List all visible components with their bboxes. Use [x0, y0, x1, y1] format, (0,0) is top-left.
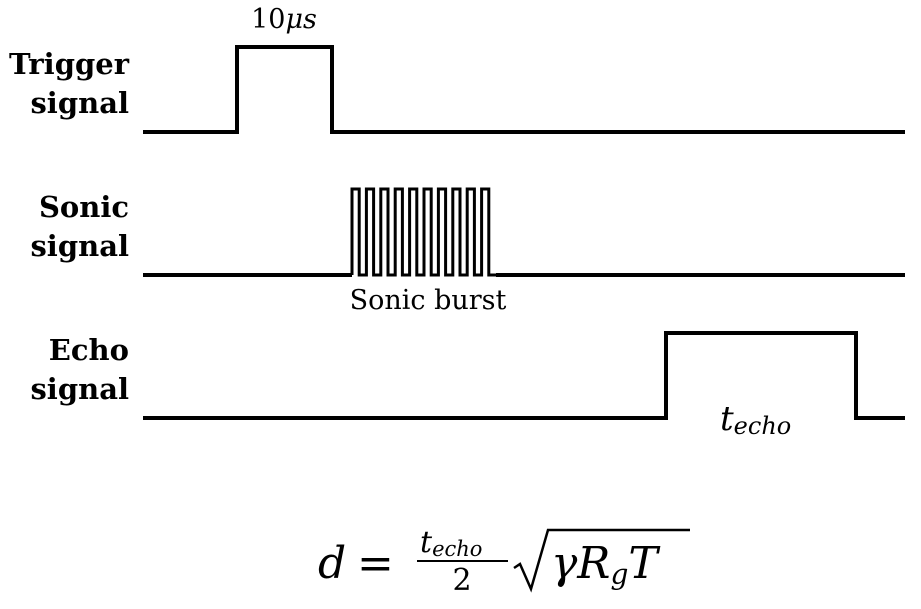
sonic-burst-label: Sonic burst [350, 285, 507, 316]
echo-duration-label: techo [720, 399, 791, 440]
echo-signal-row: Echo signal techo [30, 331, 905, 440]
sonic-label-line2: signal [30, 229, 129, 263]
formula-radicand: γRgT [551, 538, 661, 591]
trigger-waveform [143, 45, 905, 134]
trigger-label-line2: signal [30, 86, 129, 120]
formula-sqrt-sign [513, 528, 690, 593]
trigger-signal-row: Trigger signal 10μs [9, 4, 905, 134]
echo-label-line1: Echo [49, 333, 129, 367]
trigger-label-line1: Trigger [9, 47, 130, 81]
sonic-signal-row: Sonic signal Sonic burst [30, 187, 905, 316]
trigger-pulse-width-label: 10μs [251, 4, 317, 35]
sonic-burst-waveform [350, 187, 496, 277]
distance-formula: d = techo 2 γRgT [318, 525, 690, 598]
formula-lhs: d [318, 538, 346, 589]
echo-label-line2: signal [30, 372, 129, 406]
formula-denominator: 2 [452, 563, 471, 598]
sonic-label-line1: Sonic [39, 190, 129, 224]
formula-numerator: techo [420, 525, 482, 561]
echo-waveform [143, 331, 905, 420]
formula-equals: = [357, 538, 394, 589]
